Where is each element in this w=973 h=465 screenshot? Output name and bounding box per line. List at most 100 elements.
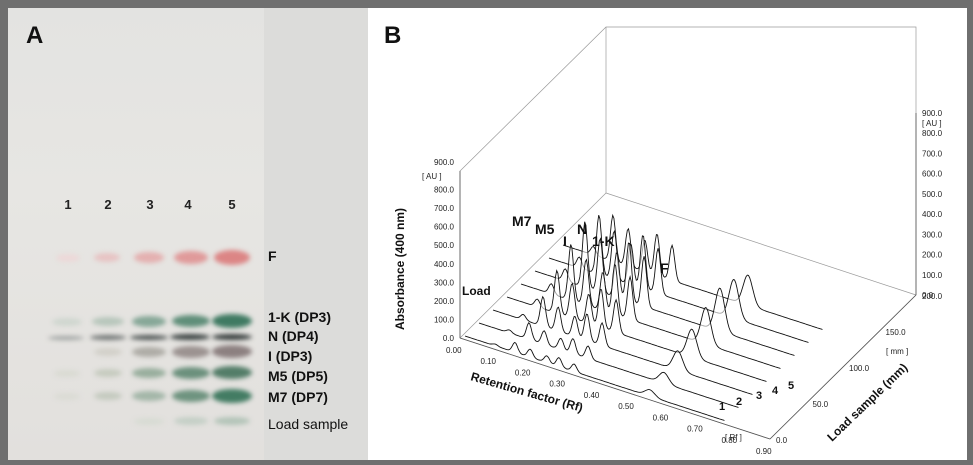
band-load [134, 418, 164, 425]
band-label-load: Load sample [268, 416, 349, 432]
panel-a-letter: A [26, 22, 44, 49]
densitogram-trace [492, 295, 753, 395]
band-m7 [94, 392, 122, 400]
x-tick-label: 0.60 [653, 413, 669, 422]
right-y-tick-label: 200.0 [922, 251, 943, 260]
band-i [172, 346, 210, 358]
peak-label-f: F [660, 260, 669, 276]
densitogram-trace [548, 215, 809, 343]
lane-number: 1 [64, 197, 72, 212]
band-nystose [212, 334, 252, 340]
band-fructose [94, 253, 120, 262]
densitogram-trace [464, 335, 725, 421]
trace-number: 3 [756, 390, 762, 402]
peak-label-m5: M5 [535, 221, 555, 237]
densitogram-trace [534, 221, 795, 356]
band-kestose [212, 314, 252, 328]
y-tick-label: 100.0 [434, 315, 455, 324]
y-tick-label: 0.0 [443, 334, 455, 343]
band-label-n: N (DP4) [268, 328, 319, 344]
lane-number: 4 [184, 197, 192, 212]
band-m7 [54, 393, 80, 400]
band-m5 [94, 369, 122, 377]
trace-number: 2 [736, 396, 742, 408]
band-i [94, 348, 122, 356]
band-fructose [174, 251, 208, 264]
band-label-f: F [268, 248, 277, 264]
trace-number: 5 [788, 380, 794, 392]
right-y-tick-label: 900.0 [922, 109, 943, 118]
right-y-tick-label: 300.0 [922, 230, 943, 239]
x-axis [459, 337, 771, 440]
x-tick-label: 0.00 [446, 346, 462, 355]
band-label-1k: 1-K (DP3) [268, 309, 332, 325]
y-tick-label: 800.0 [434, 186, 455, 195]
right-y-tick-label: 600.0 [922, 170, 943, 179]
x-tick-label: 0.90 [756, 447, 772, 456]
band-label-m5: M5 (DP5) [268, 368, 328, 384]
lane-number: 3 [146, 197, 154, 212]
band-fructose [134, 252, 164, 263]
x-tick-label: 0.30 [549, 380, 565, 389]
band-m5 [132, 368, 166, 378]
band-fructose [214, 250, 250, 265]
right-y-tick-label: 0.0 [922, 291, 934, 300]
band-m5 [54, 370, 80, 377]
trace-number: 4 [772, 385, 779, 397]
right-y-tick-label: 100.0 [922, 271, 943, 280]
peak-label-1k: 1-K [592, 233, 615, 249]
band-fructose [56, 254, 80, 262]
lane-number: 5 [228, 197, 236, 212]
band-nystose [90, 335, 126, 340]
z-tick-label: 200.0 [922, 292, 943, 301]
label-strip [264, 8, 368, 460]
x-tick-label: 0.10 [480, 357, 496, 366]
band-nystose [170, 334, 210, 340]
band-load [214, 417, 250, 425]
band-load [174, 417, 208, 425]
x-tick-label: 0.50 [618, 402, 634, 411]
z-axis [769, 294, 917, 440]
left-floor-edge [459, 192, 607, 339]
band-kestose [52, 318, 82, 326]
band-m7 [212, 389, 252, 403]
z-tick-label: 100.0 [849, 364, 870, 373]
y-tick-label: 700.0 [434, 204, 455, 213]
densitogram-trace [520, 244, 781, 369]
y-axis-title: Absorbance (400 nm) [393, 208, 407, 330]
tick-group: 0.0 100.0 200.0 300.0 400.0 500.0 600.0 700.0 80… [434, 109, 943, 456]
peak-label-load: Load [462, 284, 491, 298]
x-tick-label: 0.20 [515, 368, 531, 377]
band-m7 [172, 390, 210, 402]
band-i [212, 345, 252, 358]
band-i [132, 347, 166, 357]
y-tick-label: 400.0 [434, 260, 455, 269]
tlc-plate-background [8, 8, 264, 460]
right-y-tick-label: 700.0 [922, 149, 943, 158]
y-tick-label: 900.0 [434, 158, 455, 167]
panel-a-tlc-plate: A 1 2 3 4 5 F 1-K (DP3) N (DP4) I (DP3) … [8, 8, 368, 460]
back-floor-edge [605, 192, 917, 296]
z-tick-label: 0.0 [776, 436, 788, 445]
band-label-i: I (DP3) [268, 348, 313, 364]
band-kestose [172, 315, 210, 327]
y-tick-label: 600.0 [434, 223, 455, 232]
y-tick-label: 300.0 [434, 278, 455, 287]
densitogram-plot: 0.0 100.0 200.0 300.0 400.0 500.0 600.0 700.0 80… [393, 26, 943, 456]
z-tick-label: 150.0 [886, 328, 907, 337]
densitogram-trace [506, 269, 767, 382]
right-y-unit-label: [ AU ] [922, 119, 942, 128]
trace-number: 1 [719, 401, 725, 413]
trace-group [464, 213, 823, 421]
band-label-m7: M7 (DP7) [268, 389, 328, 405]
band-nystose [48, 336, 84, 340]
x-unit-label: [ Rf ] [725, 433, 742, 442]
densitogram-trace [478, 322, 739, 408]
peak-label-n: N [577, 221, 587, 237]
right-y-tick-label: 500.0 [922, 190, 943, 199]
x-tick-label: 0.80 [722, 436, 738, 445]
y-tick-label: 200.0 [434, 297, 455, 306]
band-kestose [92, 317, 124, 326]
band-m5 [212, 366, 252, 379]
right-y-tick-label: 400.0 [922, 210, 943, 219]
